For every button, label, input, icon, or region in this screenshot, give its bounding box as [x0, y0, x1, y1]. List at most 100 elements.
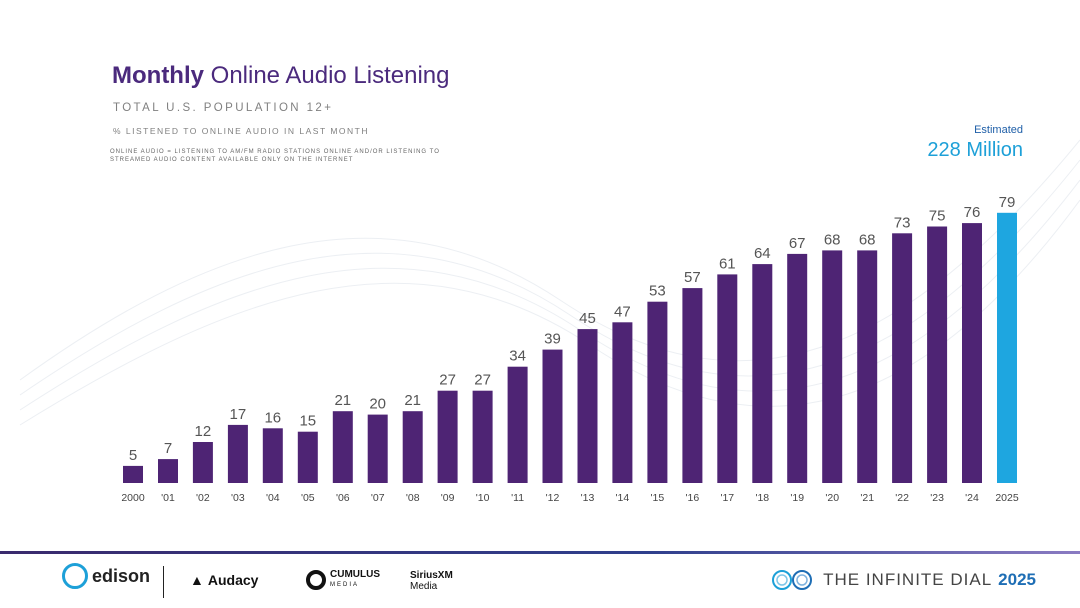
data-label-'17: 61 — [719, 255, 736, 272]
edison-logo: edison — [62, 563, 150, 589]
tick-label-'04: '04 — [266, 492, 280, 504]
edison-logo-icon — [62, 563, 88, 589]
audacy-logo: ▲ Audacy — [190, 572, 258, 588]
data-label-2000: 5 — [129, 447, 137, 464]
bar-'05 — [297, 431, 318, 483]
infinite-dial-text: THE INFINITE DIAL — [823, 570, 993, 589]
siriusxm-sub: Media — [410, 581, 438, 592]
data-label-'16: 57 — [684, 269, 701, 286]
bar-'14 — [612, 322, 633, 483]
data-label-'10: 27 — [474, 372, 491, 389]
tick-label-'08: '08 — [406, 492, 420, 504]
tick-label-'13: '13 — [581, 492, 595, 504]
audacy-logo-text: Audacy — [207, 572, 259, 588]
tick-label-'03: '03 — [231, 492, 245, 504]
estimate-label: Estimated — [974, 124, 1023, 136]
bar-'04 — [262, 428, 283, 483]
cumulus-name: CUMULUS — [330, 569, 380, 580]
tick-label-'22: '22 — [895, 492, 909, 504]
bar-'01 — [158, 459, 178, 483]
data-label-'18: 64 — [754, 245, 771, 262]
data-label-'06: 21 — [334, 392, 351, 409]
bar-'24 — [962, 223, 982, 483]
infinity-waves-icon — [772, 570, 813, 590]
bar-'16 — [682, 288, 703, 483]
cumulus-logo-text: CUMULUS MEDIA — [330, 570, 380, 590]
tick-label-'01: '01 — [161, 492, 175, 504]
data-label-'20: 68 — [824, 231, 841, 248]
bar-'07 — [367, 414, 388, 483]
bar-'22 — [892, 233, 913, 483]
data-label-'05: 15 — [299, 413, 316, 430]
definition-note: ONLINE AUDIO = LISTENING TO AM/FM RADIO … — [110, 149, 440, 163]
data-label-'21: 68 — [859, 231, 876, 248]
bar-2025 — [997, 212, 1017, 484]
bar-2000 — [123, 465, 143, 483]
bar-'19 — [787, 253, 808, 483]
cumulus-sub: MEDIA — [330, 582, 360, 588]
siriusxm-logo-text: SiriusXM Media — [410, 570, 453, 592]
data-label-2025: 79 — [999, 194, 1016, 211]
tick-label-'07: '07 — [371, 492, 385, 504]
population-subtitle: TOTAL U.S. POPULATION 12+ — [113, 102, 334, 114]
infinite-dial-year: 2025 — [998, 570, 1036, 589]
bar-'11 — [507, 366, 528, 483]
data-label-'02: 12 — [195, 423, 212, 440]
data-label-'08: 21 — [404, 392, 421, 409]
tick-label-'15: '15 — [651, 492, 665, 504]
tick-label-'14: '14 — [616, 492, 630, 504]
data-label-'13: 45 — [579, 310, 596, 327]
tick-label-'18: '18 — [755, 492, 769, 504]
tick-label-'24: '24 — [965, 492, 979, 504]
bar-'03 — [227, 424, 248, 483]
tick-label-'12: '12 — [546, 492, 560, 504]
bar-chart: 5 2000 7 '01 12 '02 17 '03 16 '04 15 '05 21 '06 20 '07 2… — [19, 139, 1080, 504]
audacy-logo-icon: ▲ — [190, 572, 204, 588]
tick-label-'21: '21 — [860, 492, 874, 504]
bar-'13 — [577, 329, 598, 483]
tick-label-'11: '11 — [511, 492, 524, 504]
page-title: Monthly Online Audio Listening — [112, 62, 450, 90]
data-label-'03: 17 — [230, 406, 247, 423]
tick-label-2025: 2025 — [995, 492, 1019, 504]
data-label-'19: 67 — [789, 235, 806, 252]
bar-'21 — [857, 250, 878, 483]
data-label-'07: 20 — [369, 396, 386, 413]
data-label-'01: 7 — [164, 440, 172, 457]
data-label-'24: 76 — [964, 204, 981, 221]
bar-'18 — [752, 264, 773, 483]
estimate-value: 228 Million — [927, 139, 1023, 161]
tick-label-'19: '19 — [790, 492, 804, 504]
tick-label-'23: '23 — [930, 492, 944, 504]
tick-label-'05: '05 — [301, 492, 315, 504]
siriusxm-logo: SiriusXM Media — [410, 570, 453, 592]
bar-'09 — [437, 390, 458, 483]
bar-'08 — [402, 411, 423, 483]
tick-label-'16: '16 — [686, 492, 700, 504]
data-label-'04: 16 — [264, 409, 281, 426]
bar-'06 — [332, 411, 353, 483]
data-label-'23: 75 — [929, 208, 946, 225]
bars-group: 5 2000 7 '01 12 '02 17 '03 16 '04 15 '05 21 '06 20 '07 2… — [121, 194, 1019, 504]
bar-'15 — [647, 301, 668, 483]
tick-label-2000: 2000 — [121, 492, 145, 504]
bar-'20 — [822, 250, 843, 483]
siriusxm-name: SiriusXM — [410, 570, 453, 581]
bar-'02 — [192, 442, 213, 483]
measure-subtitle: % LISTENED TO ONLINE AUDIO IN LAST MONTH — [113, 126, 370, 136]
tick-label-'02: '02 — [196, 492, 210, 504]
data-label-'15: 53 — [649, 283, 666, 300]
data-label-'14: 47 — [614, 303, 631, 320]
tick-label-'10: '10 — [476, 492, 490, 504]
edison-logo-text: edison — [92, 565, 151, 586]
tick-label-'09: '09 — [441, 492, 455, 504]
cumulus-logo: CUMULUS MEDIA — [306, 570, 380, 590]
tick-label-'06: '06 — [336, 492, 350, 504]
infinite-dial-logo: THE INFINITE DIAL 2025 — [769, 568, 1036, 592]
data-label-'09: 27 — [439, 372, 456, 389]
bar-'17 — [717, 274, 738, 483]
data-label-'22: 73 — [894, 214, 911, 231]
data-label-'12: 39 — [544, 331, 561, 348]
bar-'23 — [927, 226, 948, 483]
tick-label-'17: '17 — [720, 492, 734, 504]
